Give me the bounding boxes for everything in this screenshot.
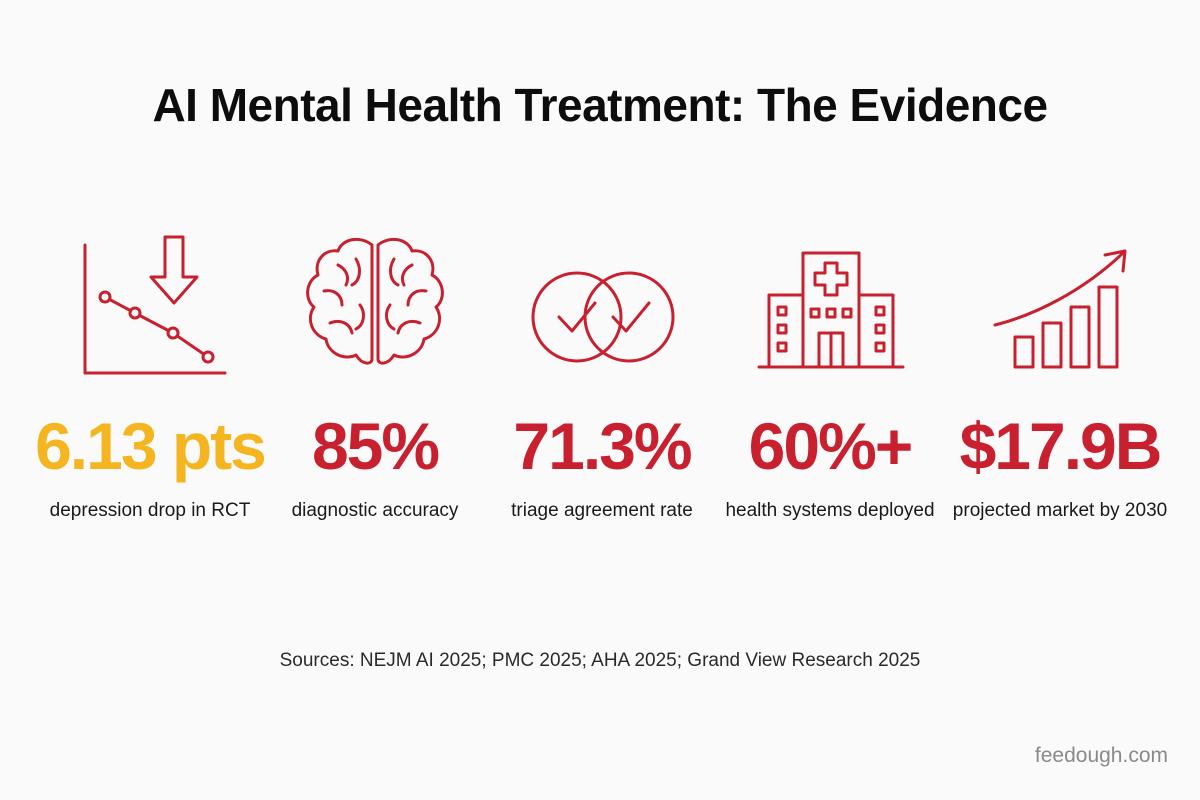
- stat-label: triage agreement rate: [511, 500, 693, 521]
- stat-projected-market: $17.9B projected market by 2030: [940, 225, 1180, 535]
- stat-diagnostic-accuracy: 85% diagnostic accuracy: [255, 225, 495, 535]
- stat-depression-drop: 6.13 pts depression drop in RCT: [30, 225, 270, 535]
- stat-label: health systems deployed: [725, 500, 935, 521]
- stat-value: 71.3%: [513, 409, 692, 483]
- brain-icon: [290, 225, 460, 385]
- brand-watermark: feedough.com: [1034, 744, 1168, 767]
- stat-health-systems: 60%+ health systems deployed: [710, 225, 950, 535]
- declining-line-chart-icon: [65, 225, 235, 385]
- stat-label: diagnostic accuracy: [291, 500, 459, 521]
- page-title: AI Mental Health Treatment: The Evidence: [152, 79, 1048, 131]
- hospital-building-icon: [745, 225, 915, 385]
- rising-bar-chart-icon: [975, 225, 1145, 385]
- sources-footnote: Sources: NEJM AI 2025; PMC 2025; AHA 202…: [279, 650, 921, 671]
- overlapping-checkmark-circles-icon: [517, 225, 687, 385]
- stat-value: 60%+: [748, 409, 914, 483]
- stat-value: 85%: [311, 409, 440, 483]
- stat-value: 6.13 pts: [35, 409, 267, 483]
- stat-label: depression drop in RCT: [49, 500, 251, 521]
- stat-triage-agreement: 71.3% triage agreement rate: [482, 225, 722, 535]
- stats-row: 6.13 pts depression drop in RCT 85% diag…: [0, 225, 1200, 535]
- stat-value: $17.9B: [959, 409, 1163, 483]
- stat-label: projected market by 2030: [952, 500, 1168, 521]
